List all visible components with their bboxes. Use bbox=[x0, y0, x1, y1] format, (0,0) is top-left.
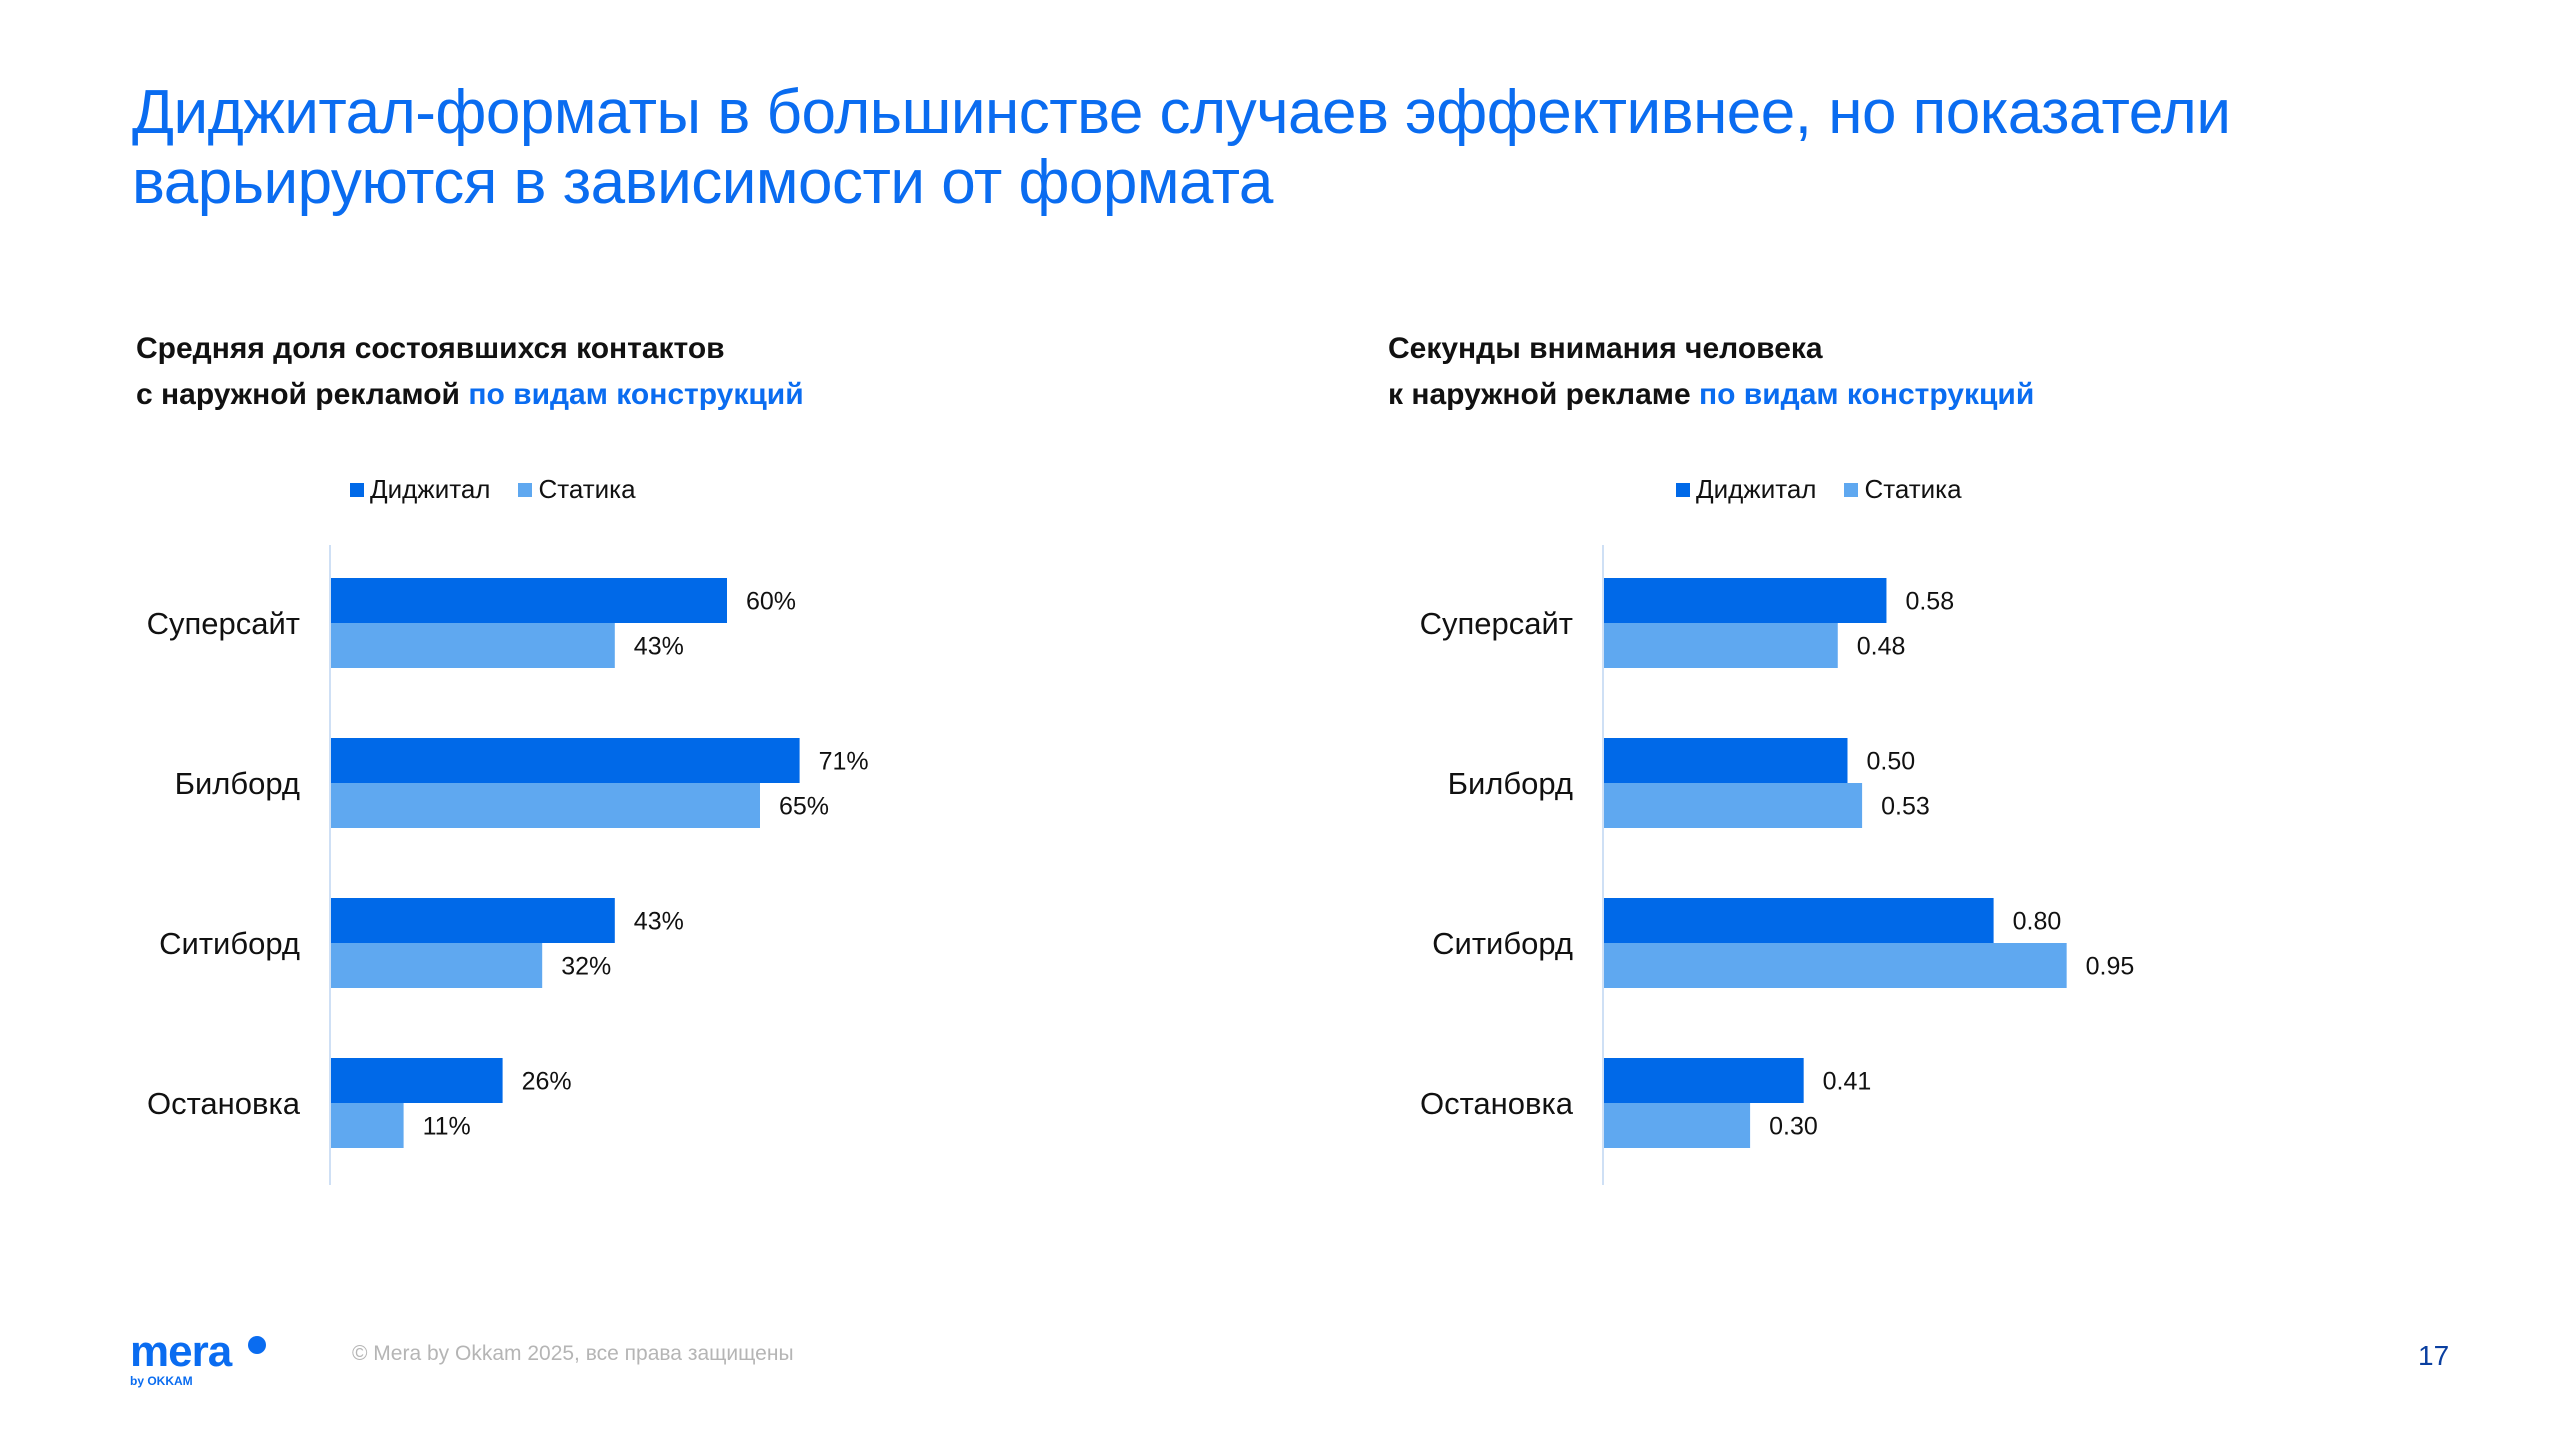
bar-digital bbox=[331, 898, 615, 943]
bar-static bbox=[1604, 783, 1863, 828]
legend-item-static: Статика bbox=[518, 474, 636, 505]
bar-static bbox=[1604, 1103, 1751, 1148]
legend-label: Диджитал bbox=[370, 474, 491, 504]
chart1-title: Средняя доля состоявшихся контактов с на… bbox=[136, 326, 804, 418]
copyright: © Mera by Okkam 2025, все права защищены bbox=[352, 1342, 794, 1365]
chart2-title-line2: к наружной рекламе bbox=[1388, 378, 1691, 411]
legend-swatch bbox=[350, 482, 364, 497]
category-label: Ситиборд bbox=[159, 926, 300, 961]
chart2-legend: Диджитал Статика bbox=[1676, 474, 1962, 505]
page-number: 17 bbox=[2418, 1340, 2450, 1371]
bar-static bbox=[331, 783, 760, 828]
value-label: 43% bbox=[634, 908, 684, 936]
bar-static bbox=[331, 623, 615, 668]
legend-label: Статика bbox=[538, 474, 636, 504]
value-label: 0.41 bbox=[1823, 1068, 1872, 1096]
legend-item-digital: Диджитал bbox=[350, 474, 490, 505]
bar-digital bbox=[331, 578, 727, 623]
category-label: Суперсайт bbox=[147, 606, 300, 641]
bar-digital bbox=[1604, 578, 1887, 623]
value-label: 0.48 bbox=[1857, 633, 1906, 661]
bar-digital bbox=[1604, 738, 1848, 783]
chart1-title-highlight: по видам конструкций bbox=[468, 378, 804, 411]
value-label: 65% bbox=[779, 793, 829, 821]
value-label: 26% bbox=[522, 1068, 572, 1096]
legend-item-digital: Диджитал bbox=[1676, 474, 1816, 505]
chart1-title-line1: Средняя доля состоявшихся контактов bbox=[136, 332, 725, 365]
bar-static bbox=[1604, 943, 2067, 988]
bar-digital bbox=[331, 738, 800, 783]
bar-digital bbox=[331, 1058, 503, 1103]
bar-static bbox=[331, 943, 543, 988]
value-label: 0.58 bbox=[1905, 588, 1954, 616]
value-label: 0.95 bbox=[2086, 953, 2135, 981]
category-label: Суперсайт bbox=[1420, 606, 1573, 641]
chart2-title-highlight: по видам конструкций bbox=[1698, 378, 2035, 411]
category-label: Остановка bbox=[1420, 1086, 1574, 1121]
value-label: 60% bbox=[746, 588, 796, 616]
page-title: Диджитал-форматы в большинстве случаев э… bbox=[132, 78, 2231, 217]
mera-logo: mera by OKKAM bbox=[130, 1327, 266, 1388]
value-label: 0.50 bbox=[1867, 748, 1916, 776]
legend-item-static: Статика bbox=[1844, 474, 1962, 505]
category-label: Билборд bbox=[1448, 766, 1573, 801]
bar-digital bbox=[1604, 898, 1994, 943]
value-label: 43% bbox=[634, 633, 684, 661]
chart2-title: Секунды внимания человека к наружной рек… bbox=[1388, 326, 2034, 418]
logo-subtext: by OKKAM bbox=[130, 1374, 193, 1388]
chart1-title-line2: с наружной рекламой bbox=[136, 378, 460, 411]
value-label: 0.30 bbox=[1769, 1113, 1818, 1141]
legend-swatch bbox=[1676, 482, 1690, 497]
value-label: 71% bbox=[819, 748, 869, 776]
bar-static bbox=[1604, 623, 1838, 668]
legend-label: Статика bbox=[1864, 474, 1962, 504]
value-label: 32% bbox=[561, 953, 611, 981]
bar-static bbox=[331, 1103, 404, 1148]
legend-swatch bbox=[518, 482, 533, 497]
legend-swatch bbox=[1844, 482, 1859, 497]
chart2-title-line1: Секунды внимания человека bbox=[1388, 332, 1823, 365]
chart1-legend: Диджитал Статика bbox=[350, 474, 636, 505]
legend-label: Диджитал bbox=[1696, 474, 1817, 504]
category-label: Билборд bbox=[175, 766, 300, 801]
category-label: Остановка bbox=[147, 1086, 301, 1121]
value-label: 11% bbox=[423, 1113, 471, 1141]
value-label: 0.80 bbox=[2013, 908, 2062, 936]
logo-text: mera bbox=[130, 1327, 232, 1376]
bar-digital bbox=[1604, 1058, 1804, 1103]
category-label: Ситиборд bbox=[1432, 926, 1573, 961]
value-label: 0.53 bbox=[1881, 793, 1930, 821]
logo-dot bbox=[248, 1336, 266, 1354]
